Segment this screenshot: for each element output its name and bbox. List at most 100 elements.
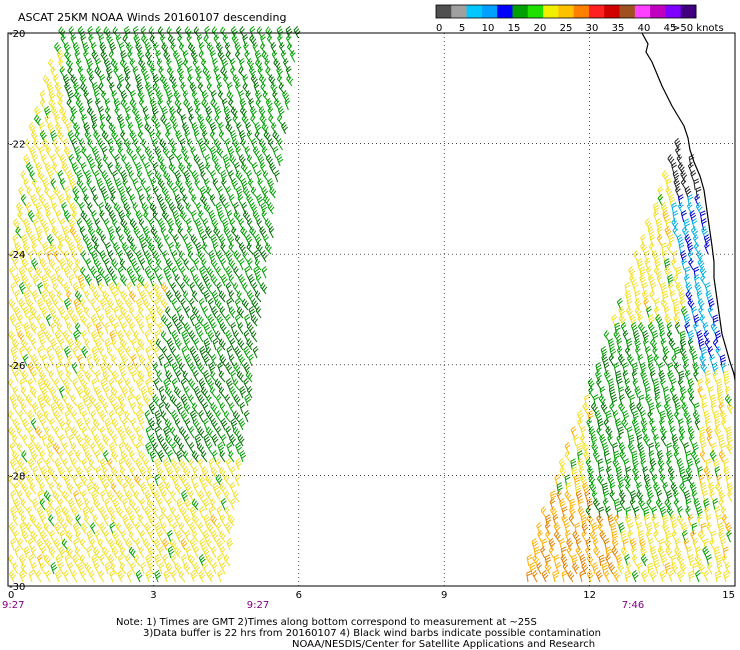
wind-barb: [194, 178, 200, 191]
wind-barb: [93, 170, 100, 183]
wind-barb: [161, 282, 169, 295]
wind-barb: [140, 154, 146, 167]
y-axis-labels: -20-22-24-26-28-30: [9, 29, 25, 593]
wind-barb: [708, 386, 714, 399]
wind-barb: [161, 42, 169, 55]
wind-barb: [210, 90, 217, 103]
wind-barb: [239, 130, 246, 143]
wind-barb: [91, 210, 97, 223]
wind-barb: [74, 322, 82, 335]
wind-barb: [81, 426, 88, 439]
wind-barb: [86, 481, 94, 495]
wind-barb: [715, 346, 722, 359]
wind-barb: [603, 450, 610, 463]
wind-barb: [687, 298, 695, 311]
wind-barb: [54, 330, 62, 343]
wind-barb: [566, 538, 574, 551]
wind-barb: [159, 138, 167, 151]
wind-barb: [77, 401, 85, 415]
wind-barb: [651, 330, 659, 343]
wind-barb: [211, 562, 218, 575]
wind-barb: [76, 466, 84, 479]
wind-barb: [655, 314, 663, 327]
wind-barb: [100, 362, 108, 375]
wind-barb: [59, 106, 67, 119]
pass-time-labels: 9:27 9:27 7:46: [2, 600, 644, 611]
wind-barb: [228, 194, 235, 207]
wind-barb: [160, 394, 168, 407]
wind-barb: [581, 562, 589, 575]
wind-barb: [651, 474, 658, 487]
wind-barb: [613, 450, 620, 463]
wind-barb: [117, 314, 124, 327]
wind-barb: [183, 562, 191, 575]
wind-barb: [191, 514, 200, 527]
wind-barb: [258, 106, 266, 119]
wind-barb: [203, 434, 211, 447]
wind-barb: [94, 338, 102, 351]
wind-barb: [123, 202, 131, 215]
wind-barb: [270, 82, 278, 95]
wind-barb: [104, 202, 112, 215]
wind-barb: [243, 346, 251, 359]
wind-barb: [130, 418, 137, 431]
legend-tick-label: 30: [586, 23, 599, 34]
wind-barb: [231, 34, 239, 47]
wind-barb: [651, 514, 658, 527]
wind-barb: [238, 354, 246, 367]
wind-barb: [145, 345, 152, 359]
wind-barb: [218, 290, 226, 303]
wind-barb: [93, 434, 101, 447]
wind-barb: [580, 514, 588, 527]
wind-barb: [714, 506, 721, 519]
wind-barb: [659, 506, 667, 519]
wind-barb: [208, 505, 215, 519]
wind-barb: [57, 233, 65, 247]
wind-barb: [125, 426, 133, 439]
note-line-2: 3)Data buffer is 22 hrs from 20160107 4)…: [143, 628, 601, 639]
note-line-1: Note: 1) Times are GMT 2)Times along bot…: [116, 617, 537, 628]
wind-barb: [190, 146, 196, 159]
wind-barb: [137, 50, 145, 63]
wind-barb: [160, 506, 168, 519]
wind-barb: [212, 178, 219, 191]
wind-barb: [634, 386, 642, 399]
wind-barb: [176, 58, 184, 71]
wind-barb: [118, 441, 125, 455]
wind-barb: [217, 50, 225, 63]
wind-barb: [75, 514, 82, 527]
wind-barb: [104, 98, 111, 111]
wind-barb: [76, 170, 83, 183]
wind-barb: [153, 538, 161, 551]
wind-barb: [201, 466, 209, 479]
wind-barb: [37, 490, 44, 503]
wind-barb: [245, 370, 253, 383]
wind-barb: [130, 274, 138, 287]
wind-barb: [41, 273, 49, 287]
legend-swatch: [436, 5, 452, 18]
wind-barb: [663, 402, 671, 415]
wind-barb: [659, 569, 667, 583]
wind-barb: [17, 330, 25, 343]
wind-barb: [220, 418, 228, 431]
wind-barb: [184, 386, 190, 399]
wind-barb: [166, 90, 174, 103]
wind-barb: [72, 42, 80, 55]
wind-barb: [53, 298, 60, 311]
wind-barb: [138, 218, 145, 231]
legend-swatch: [451, 5, 468, 18]
wind-barb: [688, 258, 694, 271]
wind-barb: [218, 130, 226, 143]
wind-barb: [242, 210, 250, 223]
wind-barb: [169, 106, 177, 119]
wind-barb: [48, 370, 55, 383]
wind-barb: [164, 234, 170, 247]
wind-barb: [165, 122, 172, 135]
wind-barb: [676, 554, 684, 567]
wind-barb: [577, 418, 583, 431]
wind-barb: [27, 442, 35, 455]
wind-barb: [646, 498, 653, 511]
wind-barb: [286, 74, 294, 87]
wind-barb: [710, 322, 718, 335]
wind-barb: [626, 297, 633, 311]
